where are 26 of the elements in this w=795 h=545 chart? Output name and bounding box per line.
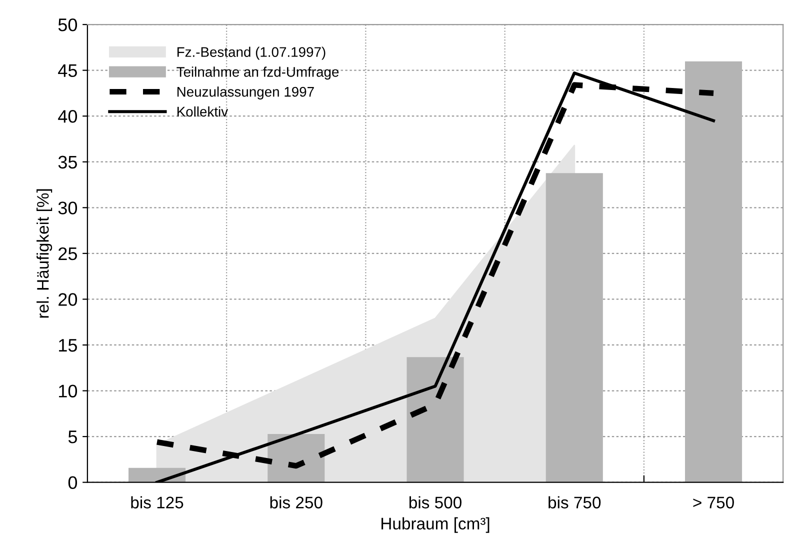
y-axis-title: rel. Häufigkeit [%] xyxy=(36,189,52,318)
y-tick-label: 20 xyxy=(58,293,78,306)
bar xyxy=(546,173,603,482)
legend-label: Teilnahme an fzd-Umfrage xyxy=(176,66,339,80)
y-tick-label: 40 xyxy=(58,110,78,123)
x-tick-label: bis 125 xyxy=(131,496,184,508)
y-tick-label: 5 xyxy=(68,430,77,444)
x-tick-label: bis 250 xyxy=(270,496,322,508)
y-tick-label: 10 xyxy=(59,384,78,398)
x-tick-label: > 750 xyxy=(693,496,734,508)
x-tick-label: bis 750 xyxy=(548,496,601,508)
legend-label: Neuzulassungen 1997 xyxy=(177,86,314,100)
x-tick-label: bis 500 xyxy=(409,496,462,508)
y-tick-label: 45 xyxy=(58,64,77,78)
legend-label: Kollektiv xyxy=(177,106,228,117)
bar xyxy=(684,61,742,482)
y-tick-label: 35 xyxy=(58,156,77,169)
y-tick-label: 25 xyxy=(58,247,77,260)
y-tick-label: 0 xyxy=(68,476,78,490)
x-axis-title: Hubraum [cm³] xyxy=(382,517,490,533)
bar xyxy=(406,357,464,482)
y-tick-label: 50 xyxy=(58,18,78,32)
legend-label: Fz.-Bestand (1.07.1997) xyxy=(177,46,326,60)
y-tick-label: 15 xyxy=(59,339,77,352)
y-tick-label: 30 xyxy=(58,202,78,214)
bar xyxy=(268,434,325,482)
